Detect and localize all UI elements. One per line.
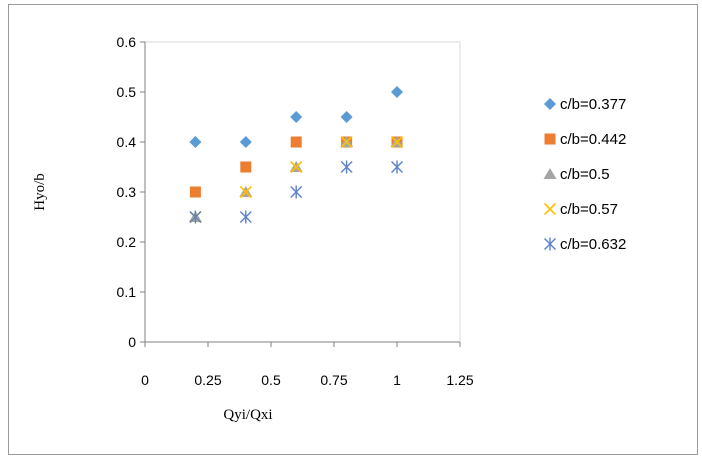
x-tick-label: 0.75 (320, 372, 347, 388)
legend-marker-3 (543, 168, 557, 179)
data-point-series-1 (189, 136, 202, 148)
data-point-series-2 (240, 161, 252, 173)
data-point-series-5 (391, 160, 403, 174)
y-tick-label: 0.5 (117, 84, 137, 100)
x-tick-label: 0.25 (194, 372, 221, 388)
x-tick-label: 1 (393, 372, 401, 388)
legend-marker-2 (544, 133, 556, 145)
data-point-series-5 (189, 210, 202, 224)
data-point-series-1 (391, 86, 403, 98)
y-tick-label: 0.2 (117, 234, 137, 250)
data-point-series-4 (390, 135, 404, 149)
y-tick-label: 0 (128, 334, 136, 350)
legend-marker-4 (543, 202, 557, 216)
x-axis-title: Qyi/Qxi (223, 407, 272, 423)
legend-marker-5 (544, 237, 556, 251)
data-point-series-4 (290, 160, 303, 174)
legend-label-4: c/b=0.57 (560, 201, 618, 218)
x-tick-label: 1.25 (446, 372, 473, 388)
y-axis-title: Hyo/b (32, 173, 48, 211)
legend-marker-1 (544, 98, 556, 110)
y-tick-label: 0.6 (117, 34, 137, 50)
legend-label-2: c/b=0.442 (560, 131, 626, 148)
data-point-series-1 (239, 136, 252, 148)
x-tick-label: 0.5 (261, 372, 281, 388)
data-point-series-5 (290, 185, 303, 199)
x-tick-label: 0 (141, 372, 149, 388)
y-tick-label: 0.4 (117, 134, 137, 150)
legend-label-5: c/b=0.632 (560, 236, 626, 253)
legend-label-3: c/b=0.5 (560, 166, 610, 183)
data-point-series-5 (340, 160, 353, 174)
data-point-series-4 (239, 185, 252, 199)
data-point-series-2 (290, 136, 302, 148)
legend-label-1: c/b=0.377 (560, 96, 626, 113)
chart-frame (8, 4, 698, 455)
data-point-series-2 (189, 186, 201, 198)
data-point-series-5 (239, 210, 252, 224)
y-tick-label: 0.3 (117, 184, 137, 200)
data-point-series-1 (290, 111, 303, 123)
data-point-series-4 (340, 135, 353, 149)
y-tick-label: 0.1 (117, 284, 137, 300)
data-point-series-1 (340, 111, 353, 123)
